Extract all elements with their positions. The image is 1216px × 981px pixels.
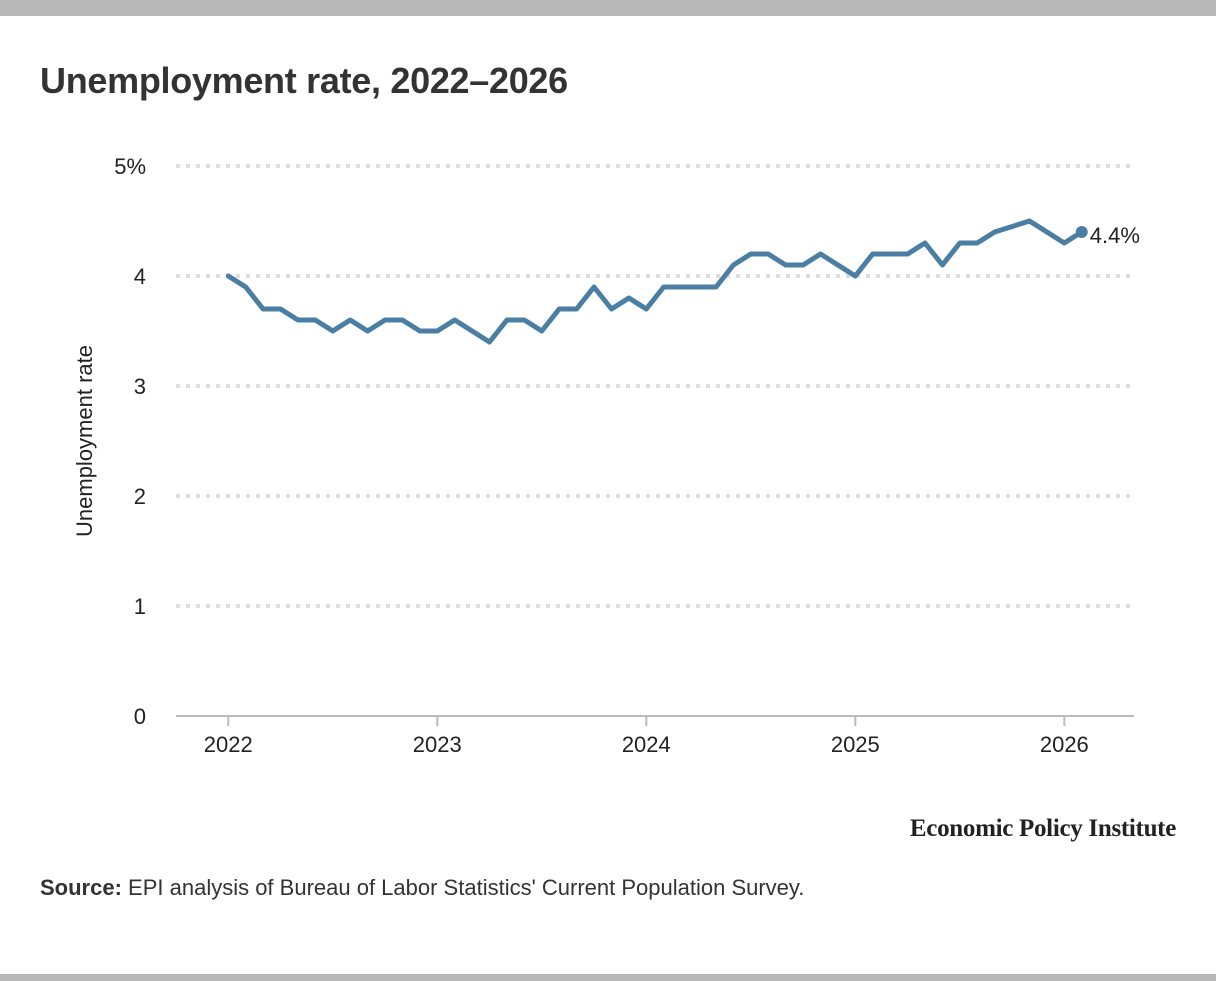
series-end-point (1075, 226, 1088, 238)
x-axis-ticks: 2022 2023 2024 2025 2026 (204, 716, 1089, 757)
x-tick-label-2026: 2026 (1040, 732, 1089, 757)
source-note: Source: EPI analysis of Bureau of Labor … (40, 875, 804, 901)
top-border-bar (0, 0, 1216, 16)
y-tick-label-1: 1 (134, 594, 146, 619)
y-axis-title: Unemployment rate (72, 345, 97, 537)
source-text: EPI analysis of Bureau of Labor Statisti… (121, 875, 805, 900)
y-tick-label-3: 3 (134, 374, 146, 399)
series-line-0 (225, 218, 1085, 345)
y-tick-label-5: 5% (114, 154, 146, 179)
brand-logo-text: Economic Policy Institute (909, 815, 1176, 842)
bottom-border-bar (0, 974, 1216, 981)
y-tick-label-2: 2 (134, 484, 146, 509)
source-label: Source: (40, 875, 122, 900)
chart-title: Unemployment rate, 2022–2026 (40, 60, 568, 101)
series-end-label: 4.4% (1090, 223, 1140, 248)
x-tick-label-2023: 2023 (413, 732, 462, 757)
series-layer: 4.4% (225, 218, 1140, 345)
x-tick-label-2022: 2022 (204, 732, 253, 757)
x-tick-label-2025: 2025 (831, 732, 880, 757)
y-tick-label-0: 0 (134, 704, 146, 729)
x-tick-label-2024: 2024 (622, 732, 671, 757)
y-tick-label-4: 4 (134, 264, 146, 289)
y-axis-tick-labels: 0 1 2 3 4 5% (114, 154, 146, 729)
